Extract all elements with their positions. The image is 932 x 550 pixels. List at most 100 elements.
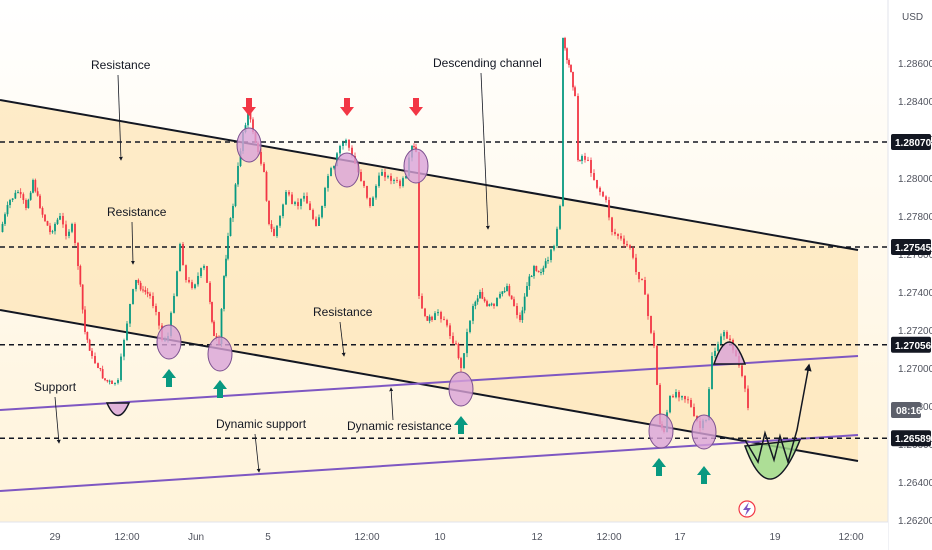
- candle-body: [324, 187, 326, 206]
- candle-body: [516, 306, 518, 316]
- candle-body: [372, 197, 374, 206]
- candle-body: [46, 221, 49, 226]
- candle-body: [142, 289, 144, 291]
- candle-body: [149, 293, 151, 296]
- swing-highlight-circle[interactable]: [207, 336, 233, 372]
- swing-highlight-circle[interactable]: [236, 127, 262, 163]
- candle-body: [581, 156, 583, 161]
- price-level-tag: [891, 134, 931, 150]
- candle-body: [252, 119, 254, 132]
- candle-body: [463, 353, 465, 368]
- lightning-icon[interactable]: [738, 500, 756, 518]
- dynamic-support-line[interactable]: [0, 434, 859, 492]
- candle-body: [638, 272, 640, 280]
- channel-upper-trendline[interactable]: [0, 99, 859, 251]
- candle-body: [152, 296, 154, 307]
- candle-body: [449, 325, 451, 336]
- annotation-leader-arrow: [54, 396, 61, 444]
- candle-body: [488, 304, 491, 306]
- swing-highlight-circle[interactable]: [648, 413, 674, 449]
- dynamic-resistance-line[interactable]: [0, 355, 859, 411]
- candle-body: [726, 332, 728, 339]
- green-up-arrow: [454, 416, 468, 434]
- up-arrow-shape: [162, 369, 176, 387]
- support-bottom-marker[interactable]: [105, 402, 131, 417]
- candle-body: [440, 312, 442, 320]
- candle-body: [375, 186, 377, 198]
- candle-body: [279, 216, 281, 226]
- swing-highlight-circle[interactable]: [403, 148, 429, 184]
- red-down-arrow: [409, 98, 423, 116]
- price-level-tag: [891, 336, 931, 353]
- projected-bottom-bowl[interactable]: [743, 439, 802, 480]
- candle-body: [723, 332, 725, 337]
- candle-body: [460, 358, 462, 368]
- swing-highlight-circle[interactable]: [156, 324, 182, 360]
- price-tick-label: 1.27000: [898, 364, 932, 375]
- green-up-arrow: [697, 466, 711, 484]
- time-axis-panel[interactable]: [0, 522, 888, 550]
- candle-body: [508, 286, 511, 296]
- red-down-arrow: [340, 98, 354, 116]
- candle-body: [669, 396, 671, 413]
- annotation-leader-arrow: [254, 433, 261, 473]
- candle-body: [519, 315, 521, 320]
- candle-body: [225, 258, 227, 276]
- candle-body: [533, 266, 535, 277]
- candle-body: [605, 196, 607, 200]
- candle-body: [496, 297, 498, 306]
- candle-body: [499, 294, 501, 298]
- candle-body: [559, 206, 561, 229]
- candle-body: [587, 159, 589, 161]
- candle-body: [19, 192, 22, 195]
- candle-body: [194, 284, 196, 288]
- candle-body: [330, 168, 332, 176]
- resistance-top-marker[interactable]: [712, 341, 747, 365]
- dynamic-support-annotation: Dynamic support: [216, 417, 307, 431]
- candle-body: [91, 350, 93, 356]
- time-tick-label: 12:00: [838, 532, 863, 543]
- candle-body: [263, 163, 265, 172]
- candle-body: [653, 332, 655, 346]
- candle-body: [99, 368, 102, 370]
- candle-body: [510, 295, 513, 300]
- candle-body: [229, 218, 232, 236]
- candle-body: [687, 399, 689, 401]
- candle-body: [647, 294, 649, 316]
- swing-highlight-circle[interactable]: [334, 152, 360, 188]
- candle-body: [108, 380, 111, 382]
- candle-body: [345, 140, 347, 143]
- up-arrow-shape: [454, 416, 468, 434]
- candle-body: [720, 336, 722, 344]
- swing-highlight-circle[interactable]: [448, 371, 474, 407]
- green-up-arrow: [652, 458, 666, 476]
- candle-body: [572, 72, 574, 88]
- candle-body: [22, 194, 25, 201]
- candle-body: [188, 280, 190, 283]
- candle-body: [146, 291, 149, 294]
- price-axis-panel[interactable]: [888, 0, 932, 550]
- candle-body: [179, 244, 181, 272]
- swing-highlight-circle[interactable]: [691, 414, 717, 450]
- candle-body: [656, 346, 658, 385]
- candle-body: [285, 192, 287, 205]
- candle-body: [197, 276, 199, 285]
- candle-body: [176, 271, 178, 296]
- candle-body: [51, 231, 54, 233]
- candle-body: [120, 356, 122, 380]
- candle-body: [584, 156, 586, 160]
- candle-body: [566, 48, 568, 60]
- candle-body: [191, 282, 193, 288]
- candle-body: [211, 302, 213, 322]
- price-tick-label: 1.28600: [898, 59, 932, 70]
- candle-body: [297, 202, 299, 206]
- candle-body: [239, 151, 242, 166]
- candle-body: [84, 309, 86, 332]
- projected-price-path[interactable]: [744, 363, 812, 465]
- candle-body: [381, 172, 383, 176]
- annotation-leader-arrow: [117, 74, 123, 161]
- candle-body: [641, 279, 643, 281]
- candle-body: [203, 266, 205, 269]
- candle-body: [523, 296, 526, 311]
